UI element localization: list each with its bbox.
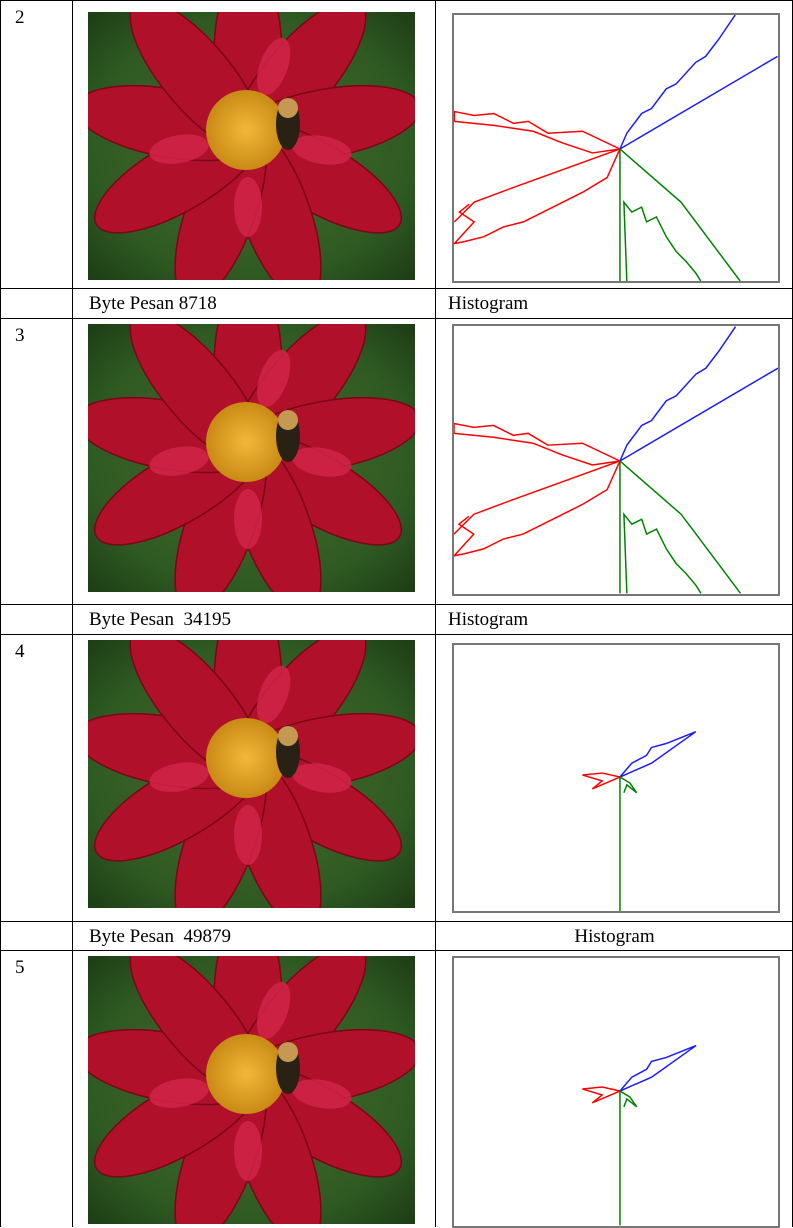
histogram-cell <box>435 318 793 604</box>
row-number: 5 <box>0 950 72 1227</box>
row-number: 2 <box>0 0 72 288</box>
histogram-image <box>452 13 780 283</box>
empty-cell <box>0 921 72 950</box>
empty-cell <box>0 288 72 318</box>
image-cell <box>72 950 435 1227</box>
caption: Byte Pesan 8718 <box>72 288 435 318</box>
flower-image <box>88 12 415 280</box>
image-cell <box>72 634 435 921</box>
histogram-image <box>452 324 780 596</box>
row-number: 3 <box>0 318 72 604</box>
flower-image <box>88 956 415 1224</box>
flower-image <box>88 640 415 908</box>
histogram-image <box>452 956 780 1228</box>
caption: Byte Pesan 49879 <box>72 921 435 950</box>
image-cell <box>72 0 435 288</box>
histogram-label: Histogram <box>435 921 793 950</box>
histogram-label: Histogram <box>435 288 793 318</box>
empty-cell <box>0 604 72 634</box>
image-cell <box>72 318 435 604</box>
caption: Byte Pesan 34195 <box>72 604 435 634</box>
histogram-cell <box>435 950 793 1228</box>
histogram-image <box>452 643 780 913</box>
flower-image <box>88 324 415 592</box>
histogram-cell <box>435 0 793 288</box>
histogram-label: Histogram <box>435 604 793 634</box>
histogram-cell <box>435 634 793 921</box>
row-number: 4 <box>0 634 72 921</box>
